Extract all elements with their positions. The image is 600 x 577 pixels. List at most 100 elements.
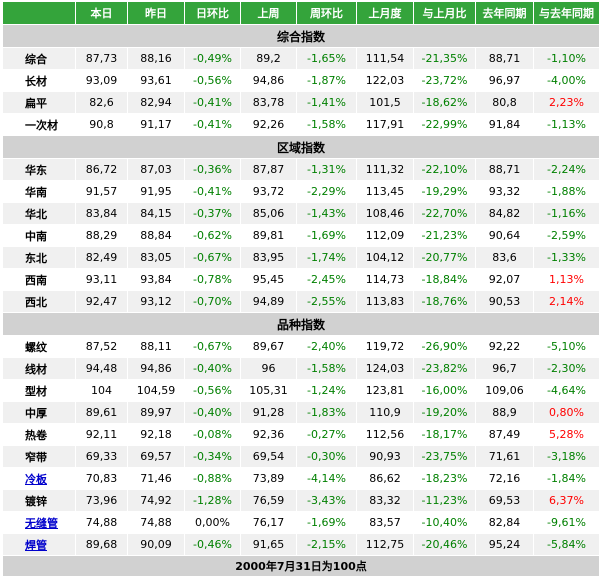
value-cell: 110,9	[357, 402, 413, 423]
table-row: 线材 94,48 94,86 -0,40% 96 -1,58% 124,03 -23,82% 9…	[3, 358, 599, 379]
value-cell: -1,41%	[297, 92, 356, 113]
value-cell: 94,86	[128, 358, 184, 379]
value-cell: -0,67%	[185, 247, 240, 268]
row-name-cell: 中厚	[3, 402, 75, 423]
row-name-cell: 螺纹	[3, 336, 75, 357]
value-cell: -0,41%	[185, 181, 240, 202]
value-cell: -0,78%	[185, 269, 240, 290]
value-cell: 93,61	[128, 70, 184, 91]
value-cell: 90,53	[476, 291, 533, 312]
row-name-link[interactable]: 冷板	[25, 472, 47, 486]
value-cell: -18,17%	[414, 424, 475, 445]
value-cell: 92,18	[128, 424, 184, 445]
value-cell: -0,56%	[185, 70, 240, 91]
column-header: 周环比	[297, 2, 356, 24]
section-header-row: 品种指数	[3, 313, 599, 335]
value-cell: 0,00%	[185, 512, 240, 533]
column-header: 昨日	[128, 2, 184, 24]
section-header-row: 综合指数	[3, 25, 599, 47]
value-cell: -0,56%	[185, 380, 240, 401]
value-cell: 69,57	[128, 446, 184, 467]
value-cell: -2,24%	[534, 159, 599, 180]
value-cell: 86,72	[76, 159, 127, 180]
value-cell: 89,81	[241, 225, 296, 246]
value-cell: 113,45	[357, 181, 413, 202]
value-cell: -1,84%	[534, 468, 599, 489]
value-cell: 112,75	[357, 534, 413, 555]
row-name-link[interactable]: 焊管	[25, 538, 47, 552]
value-cell: 89,67	[241, 336, 296, 357]
section-header-row: 区域指数	[3, 136, 599, 158]
value-cell: -20,77%	[414, 247, 475, 268]
row-name-cell: 西南	[3, 269, 75, 290]
value-cell: 109,06	[476, 380, 533, 401]
value-cell: 84,82	[476, 203, 533, 224]
row-name-cell: 无缝管	[3, 512, 75, 533]
value-cell: 70,83	[76, 468, 127, 489]
row-name-cell: 长材	[3, 70, 75, 91]
value-cell: 122,03	[357, 70, 413, 91]
value-cell: 83,57	[357, 512, 413, 533]
value-cell: -3,18%	[534, 446, 599, 467]
value-cell: 82,49	[76, 247, 127, 268]
value-cell: -1,24%	[297, 380, 356, 401]
row-name-cell: 热卷	[3, 424, 75, 445]
value-cell: 93,11	[76, 269, 127, 290]
row-name-cell: 中南	[3, 225, 75, 246]
value-cell: 88,71	[476, 159, 533, 180]
value-cell: -2,59%	[534, 225, 599, 246]
value-cell: 87,03	[128, 159, 184, 180]
value-cell: 73,96	[76, 490, 127, 511]
row-name-cell: 华北	[3, 203, 75, 224]
value-cell: 88,71	[476, 48, 533, 69]
value-cell: 94,89	[241, 291, 296, 312]
row-name-cell: 扁平	[3, 92, 75, 113]
value-cell: -0,70%	[185, 291, 240, 312]
value-cell: -1,28%	[185, 490, 240, 511]
value-cell: 93,09	[76, 70, 127, 91]
value-cell: -2,40%	[297, 336, 356, 357]
value-cell: 1,13%	[534, 269, 599, 290]
value-cell: -0,49%	[185, 48, 240, 69]
value-cell: -2,30%	[534, 358, 599, 379]
table-row: 中厚 89,61 89,97 -0,40% 91,28 -1,83% 110,9 -19,20…	[3, 402, 599, 423]
value-cell: 91,28	[241, 402, 296, 423]
value-cell: -21,23%	[414, 225, 475, 246]
value-cell: -18,23%	[414, 468, 475, 489]
value-cell: 87,52	[76, 336, 127, 357]
table-row: 螺纹 87,52 88,11 -0,67% 89,67 -2,40% 119,72 -26,9…	[3, 336, 599, 357]
value-cell: 71,61	[476, 446, 533, 467]
table-row: 焊管 89,68 90,09 -0,46% 91,65 -2,15% 112,75 -20,4…	[3, 534, 599, 555]
value-cell: -1,16%	[534, 203, 599, 224]
column-header: 上周	[241, 2, 296, 24]
value-cell: 105,31	[241, 380, 296, 401]
column-header: 去年同期	[476, 2, 533, 24]
value-cell: 104	[76, 380, 127, 401]
value-cell: 91,95	[128, 181, 184, 202]
value-cell: 6,37%	[534, 490, 599, 511]
table-row: 一次材 90,8 91,17 -0,41% 92,26 -1,58% 117,91 -22,9…	[3, 114, 599, 135]
value-cell: 2,14%	[534, 291, 599, 312]
value-cell: 91,17	[128, 114, 184, 135]
value-cell: -11,23%	[414, 490, 475, 511]
value-cell: -2,15%	[297, 534, 356, 555]
value-cell: 69,53	[476, 490, 533, 511]
value-cell: 73,89	[241, 468, 296, 489]
row-name-cell: 东北	[3, 247, 75, 268]
value-cell: -0,34%	[185, 446, 240, 467]
value-cell: -18,62%	[414, 92, 475, 113]
value-cell: -5,10%	[534, 336, 599, 357]
value-cell: -26,90%	[414, 336, 475, 357]
value-cell: -1,88%	[534, 181, 599, 202]
value-cell: -1,69%	[297, 225, 356, 246]
row-name-link[interactable]: 无缝管	[25, 516, 58, 530]
value-cell: -1,87%	[297, 70, 356, 91]
value-cell: -23,82%	[414, 358, 475, 379]
value-cell: 83,32	[357, 490, 413, 511]
value-cell: 96,97	[476, 70, 533, 91]
value-cell: 123,81	[357, 380, 413, 401]
value-cell: -4,64%	[534, 380, 599, 401]
table-row: 中南 88,29 88,84 -0,62% 89,81 -1,69% 112,09 -21,2…	[3, 225, 599, 246]
value-cell: 88,29	[76, 225, 127, 246]
